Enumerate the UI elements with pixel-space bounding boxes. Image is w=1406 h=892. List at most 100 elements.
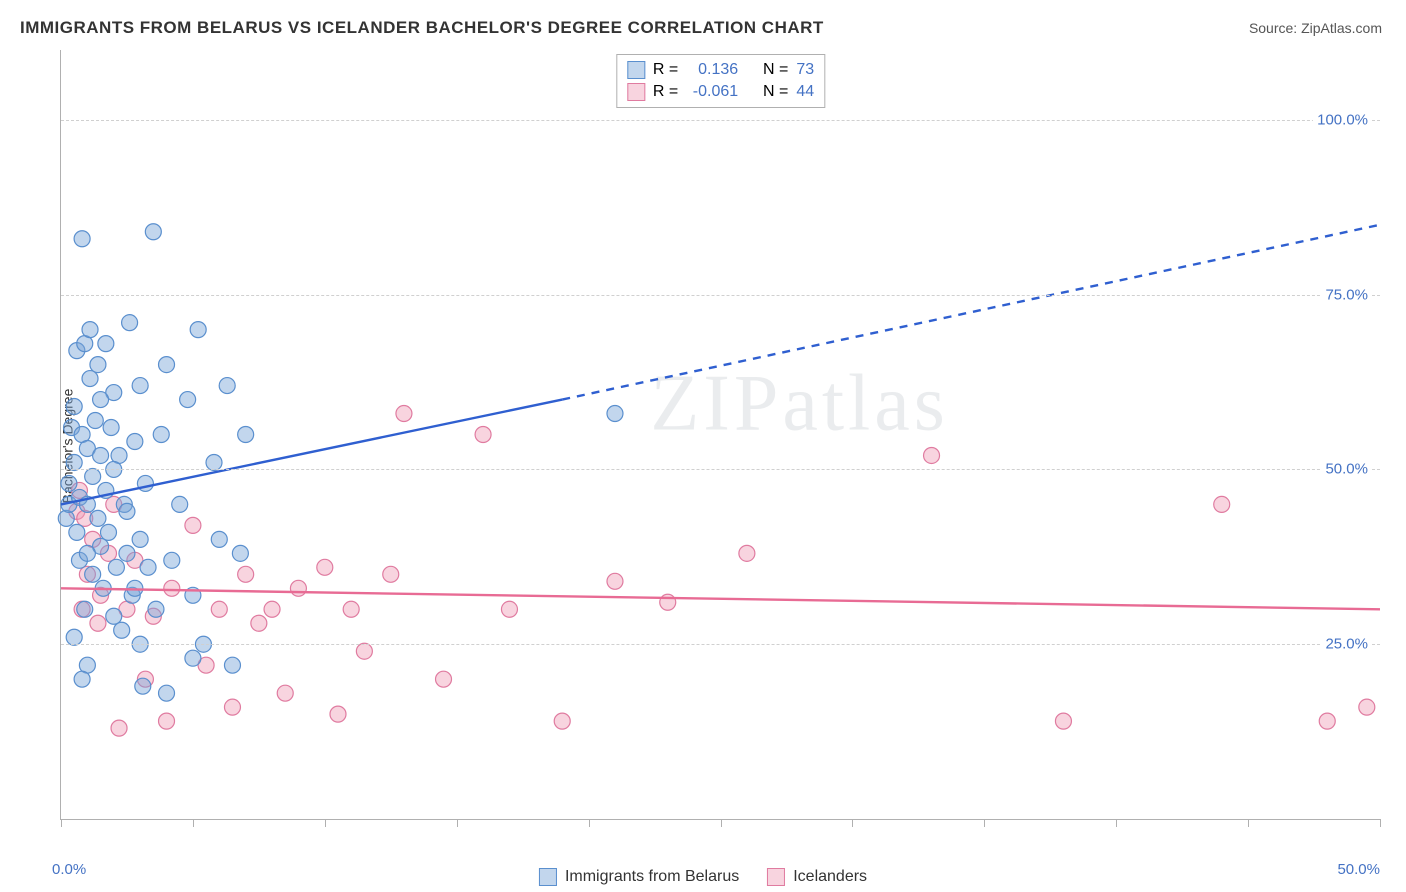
data-point: [330, 706, 346, 722]
y-grid-label: 25.0%: [1321, 636, 1372, 653]
data-point: [185, 517, 201, 533]
data-point: [66, 629, 82, 645]
x-axis-max-label: 50.0%: [1337, 861, 1380, 878]
data-point: [383, 566, 399, 582]
data-point: [85, 468, 101, 484]
data-point: [159, 713, 175, 729]
x-tick: [1380, 819, 1381, 827]
data-point: [119, 503, 135, 519]
x-tick: [61, 819, 62, 827]
data-point: [211, 601, 227, 617]
data-point: [290, 580, 306, 596]
data-point: [185, 650, 201, 666]
n-value-belarus[interactable]: 73: [796, 61, 814, 79]
data-point: [85, 566, 101, 582]
y-grid-label: 50.0%: [1321, 461, 1372, 478]
series-legend: Immigrants from Belarus Icelanders: [539, 868, 867, 886]
source-attribution: Source: ZipAtlas.com: [1249, 20, 1382, 36]
data-point: [172, 496, 188, 512]
data-point: [145, 224, 161, 240]
data-point: [74, 671, 90, 687]
y-grid-label: 75.0%: [1321, 286, 1372, 303]
data-point: [90, 510, 106, 526]
data-point: [924, 447, 940, 463]
data-point: [607, 573, 623, 589]
correlation-legend: R = 0.136 N = 73 R = -0.061 N = 44: [616, 54, 825, 108]
data-point: [739, 545, 755, 561]
data-point: [82, 322, 98, 338]
data-point: [317, 559, 333, 575]
data-point: [1319, 713, 1335, 729]
x-tick: [984, 819, 985, 827]
data-point: [164, 580, 180, 596]
swatch-belarus-icon: [539, 868, 557, 886]
data-point: [251, 615, 267, 631]
data-point: [190, 322, 206, 338]
data-point: [232, 545, 248, 561]
x-tick: [852, 819, 853, 827]
data-point: [206, 454, 222, 470]
n-value-icelanders[interactable]: 44: [796, 83, 814, 101]
r-value-belarus[interactable]: 0.136: [686, 61, 738, 79]
data-point: [61, 475, 77, 491]
x-tick: [457, 819, 458, 827]
data-point: [82, 371, 98, 387]
x-tick: [1116, 819, 1117, 827]
swatch-icelanders-icon: [767, 868, 785, 886]
legend-label-belarus: Immigrants from Belarus: [565, 868, 739, 886]
data-point: [114, 622, 130, 638]
data-point: [211, 531, 227, 547]
data-point: [475, 427, 491, 443]
x-tick: [721, 819, 722, 827]
data-point: [103, 420, 119, 436]
plot-area: ZIPatlas R = 0.136 N = 73 R = -0.061 N =…: [60, 50, 1380, 820]
x-tick: [193, 819, 194, 827]
legend-item-icelanders: Icelanders: [767, 868, 867, 886]
data-point: [132, 531, 148, 547]
data-point: [1055, 713, 1071, 729]
x-tick: [325, 819, 326, 827]
x-tick: [589, 819, 590, 827]
data-point: [90, 357, 106, 373]
gridline: [61, 295, 1380, 296]
data-point: [343, 601, 359, 617]
data-point: [1359, 699, 1375, 715]
data-point: [159, 357, 175, 373]
data-point: [122, 315, 138, 331]
data-point: [164, 552, 180, 568]
data-point: [93, 447, 109, 463]
gridline: [61, 120, 1380, 121]
data-point: [607, 406, 623, 422]
data-point: [153, 427, 169, 443]
data-point: [554, 713, 570, 729]
data-point: [127, 433, 143, 449]
data-point: [219, 378, 235, 394]
data-point: [224, 699, 240, 715]
legend-item-belarus: Immigrants from Belarus: [539, 868, 739, 886]
gridline: [61, 469, 1380, 470]
data-point: [277, 685, 293, 701]
data-point: [90, 615, 106, 631]
data-point: [74, 231, 90, 247]
trendline-belarus-extrapolated: [562, 225, 1380, 400]
swatch-belarus-icon: [627, 61, 645, 79]
data-point: [135, 678, 151, 694]
y-grid-label: 100.0%: [1313, 111, 1372, 128]
r-value-icelanders[interactable]: -0.061: [686, 83, 738, 101]
scatter-svg: [61, 50, 1380, 819]
x-tick: [1248, 819, 1249, 827]
data-point: [69, 524, 85, 540]
chart-title: IMMIGRANTS FROM BELARUS VS ICELANDER BAC…: [20, 18, 824, 38]
data-point: [148, 601, 164, 617]
data-point: [396, 406, 412, 422]
legend-label-icelanders: Icelanders: [793, 868, 867, 886]
data-point: [501, 601, 517, 617]
data-point: [1214, 496, 1230, 512]
data-point: [66, 454, 82, 470]
data-point: [79, 545, 95, 561]
data-point: [140, 559, 156, 575]
r-label: R =: [653, 61, 678, 79]
data-point: [93, 392, 109, 408]
gridline: [61, 644, 1380, 645]
legend-row-belarus: R = 0.136 N = 73: [627, 59, 814, 81]
